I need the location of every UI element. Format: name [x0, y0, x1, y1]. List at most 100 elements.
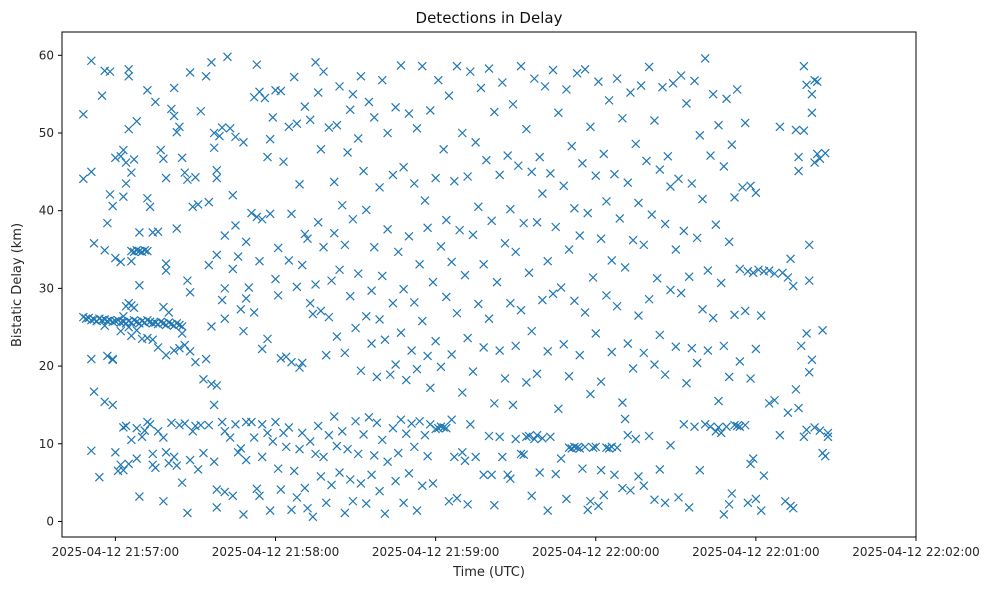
data-point: [321, 498, 331, 508]
data-point: [642, 156, 651, 166]
data-point: [682, 378, 691, 388]
data-point: [300, 483, 310, 493]
data-point: [108, 355, 118, 365]
data-point: [257, 344, 267, 354]
data-point: [425, 383, 435, 393]
data-point: [145, 419, 155, 429]
data-point: [145, 202, 155, 212]
data-point: [508, 400, 518, 410]
data-point: [618, 483, 627, 493]
data-point: [425, 106, 435, 115]
data-point: [666, 440, 675, 450]
data-point: [503, 470, 513, 480]
data-point: [687, 179, 697, 188]
data-point: [428, 478, 438, 488]
data-point: [324, 312, 334, 322]
data-point: [588, 443, 598, 453]
data-point: [682, 99, 691, 108]
data-point: [802, 80, 812, 90]
data-point: [575, 231, 585, 240]
data-point: [329, 412, 339, 422]
data-point: [591, 329, 601, 338]
data-point: [134, 492, 144, 502]
data-point: [116, 326, 126, 336]
data-point: [441, 423, 451, 433]
data-point: [81, 314, 91, 324]
data-point: [599, 149, 609, 159]
data-point: [735, 264, 745, 274]
data-point: [730, 193, 739, 202]
data-point: [292, 282, 302, 292]
data-point: [596, 234, 606, 244]
data-point: [391, 476, 401, 486]
data-point: [548, 289, 558, 299]
data-point: [351, 323, 360, 333]
data-point: [441, 292, 451, 302]
data-point: [180, 340, 190, 350]
data-point: [791, 384, 801, 394]
data-point: [78, 174, 88, 184]
data-point: [618, 398, 627, 408]
data-point: [529, 434, 539, 444]
data-point: [100, 245, 110, 255]
data-point: [770, 395, 779, 405]
data-point: [583, 505, 593, 515]
data-point: [356, 366, 366, 376]
data-point: [585, 389, 595, 399]
data-point: [185, 287, 195, 297]
y-tick-label: 40: [39, 204, 54, 218]
data-point: [212, 250, 222, 260]
data-point: [207, 57, 216, 67]
data-point: [751, 344, 761, 354]
y-tick-label: 30: [39, 281, 54, 295]
data-point: [359, 166, 368, 176]
data-point: [463, 499, 473, 509]
data-point: [684, 503, 694, 512]
data-point: [393, 448, 403, 458]
data-point: [545, 168, 555, 178]
data-point: [577, 464, 587, 474]
data-point: [433, 75, 443, 85]
data-point: [505, 474, 515, 484]
data-point: [158, 496, 168, 506]
data-point: [297, 260, 307, 270]
data-point: [431, 424, 441, 434]
data-point: [756, 311, 766, 321]
data-point: [575, 350, 585, 360]
data-point: [348, 89, 358, 99]
data-point: [263, 428, 272, 438]
data-point: [802, 329, 812, 338]
data-point: [161, 266, 171, 275]
data-point: [223, 52, 232, 62]
data-point: [215, 131, 224, 141]
data-point: [249, 433, 259, 442]
data-point: [265, 134, 275, 144]
data-point: [188, 202, 198, 212]
data-point: [247, 417, 256, 427]
data-point: [172, 127, 182, 137]
data-point: [537, 295, 547, 305]
data-point: [495, 170, 505, 180]
data-point: [225, 433, 235, 442]
data-point: [166, 418, 176, 428]
data-point: [447, 349, 457, 359]
data-point: [172, 461, 182, 470]
data-point: [748, 454, 758, 463]
data-point: [676, 71, 686, 80]
data-point: [439, 423, 449, 432]
data-point: [372, 372, 382, 382]
data-point: [140, 245, 150, 255]
data-point: [289, 72, 299, 82]
data-point: [297, 358, 307, 368]
x-tick-label: 2025-04-12 21:57:00: [52, 545, 179, 559]
data-point: [639, 348, 649, 358]
data-point: [775, 122, 785, 132]
data-point: [177, 322, 187, 331]
data-point: [335, 81, 344, 91]
data-point: [273, 290, 283, 300]
y-tick-label: 50: [39, 126, 54, 140]
data-point: [375, 182, 385, 192]
data-point: [409, 297, 419, 307]
data-point: [404, 468, 414, 478]
data-point: [607, 347, 617, 357]
